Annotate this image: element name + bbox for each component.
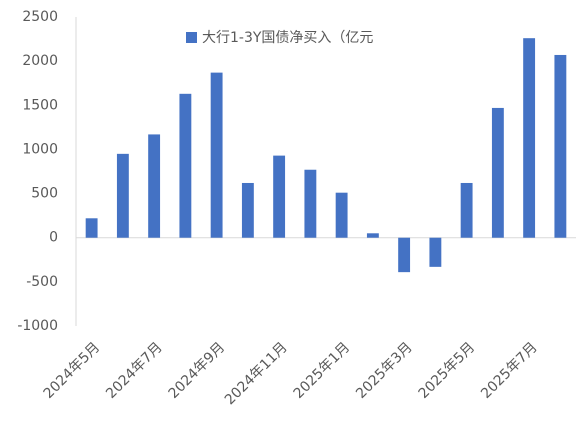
bar <box>304 169 317 238</box>
bar <box>554 54 567 238</box>
x-tick-label: 2025年5月 <box>416 339 479 402</box>
bar <box>335 192 348 238</box>
y-tick-label: -500 <box>26 274 58 290</box>
bar <box>460 182 473 238</box>
legend-swatch <box>186 32 197 43</box>
legend-label: 大行1-3Y国债净买入（亿元 <box>202 30 373 46</box>
bar <box>366 233 379 238</box>
y-tick-label: 500 <box>31 186 58 202</box>
bar <box>179 93 192 238</box>
x-tick-label: 2024年7月 <box>103 339 166 402</box>
y-tick-label: 0 <box>49 230 58 246</box>
bar <box>148 134 161 238</box>
x-tick-label: 2025年1月 <box>291 339 354 402</box>
bar <box>491 107 504 238</box>
bar <box>116 153 129 238</box>
x-tick-label: 2024年9月 <box>166 339 229 402</box>
x-tick-label: 2025年7月 <box>478 339 541 402</box>
x-tick-label: 2025年3月 <box>353 339 416 402</box>
bar <box>273 155 286 238</box>
x-tick-label: 2024年5月 <box>41 339 104 402</box>
y-tick-label: 2000 <box>22 53 58 69</box>
bar <box>85 218 98 238</box>
y-tick-label: -1000 <box>17 318 58 334</box>
bar <box>210 72 223 238</box>
y-tick-label: 1000 <box>22 141 58 157</box>
bar <box>429 237 442 267</box>
bar <box>523 38 536 238</box>
y-tick-label: 1500 <box>22 97 58 113</box>
bar <box>398 237 411 273</box>
x-tick-label: 2024年11月 <box>222 339 291 408</box>
bar <box>241 182 254 238</box>
y-tick-label: 2500 <box>22 9 58 25</box>
